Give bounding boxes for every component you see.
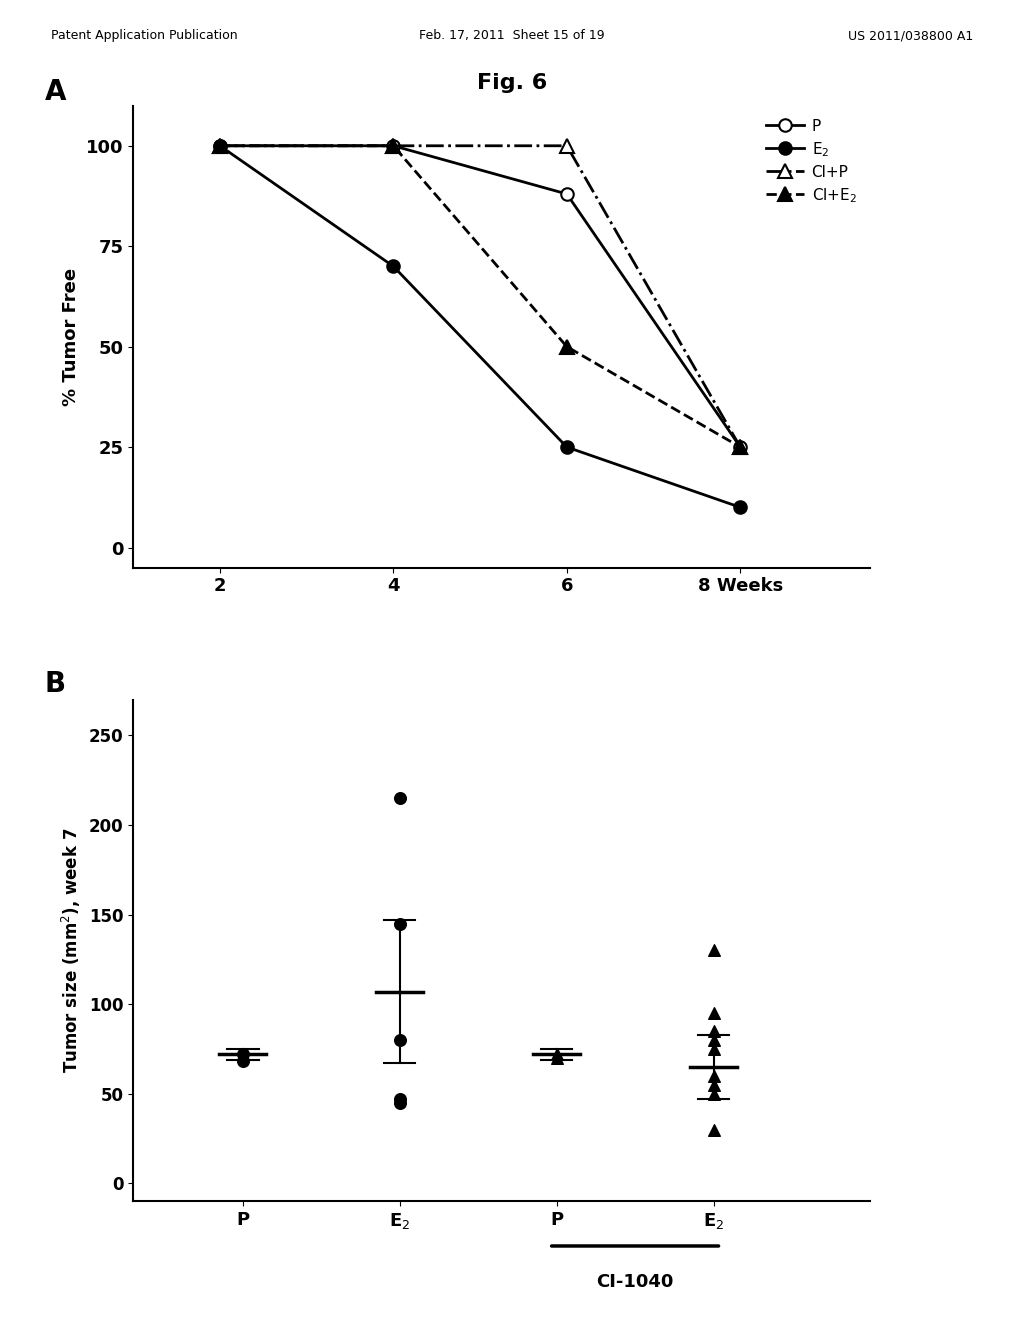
Point bbox=[706, 940, 722, 961]
Point bbox=[706, 1119, 722, 1140]
Point bbox=[706, 1065, 722, 1086]
E$_2$ bbox=[214, 137, 226, 153]
Point bbox=[706, 1074, 722, 1096]
Point bbox=[391, 788, 408, 809]
Point bbox=[549, 1047, 565, 1068]
E$_2$ bbox=[387, 259, 399, 275]
Point bbox=[706, 1003, 722, 1024]
Point bbox=[234, 1044, 251, 1065]
Text: US 2011/038800 A1: US 2011/038800 A1 bbox=[848, 29, 973, 42]
Cl+E$_2$ bbox=[561, 339, 573, 355]
Point bbox=[706, 1030, 722, 1051]
Point bbox=[549, 1044, 565, 1065]
P bbox=[734, 440, 746, 455]
Line: Cl+E$_2$: Cl+E$_2$ bbox=[213, 139, 748, 454]
Point bbox=[706, 1084, 722, 1105]
Point bbox=[391, 1089, 408, 1110]
Cl+P bbox=[214, 137, 226, 153]
Cl+P bbox=[734, 440, 746, 455]
E$_2$ bbox=[561, 440, 573, 455]
Cl+P bbox=[561, 137, 573, 153]
Text: Fig. 6: Fig. 6 bbox=[477, 73, 547, 92]
P bbox=[214, 137, 226, 153]
Text: Feb. 17, 2011  Sheet 15 of 19: Feb. 17, 2011 Sheet 15 of 19 bbox=[419, 29, 605, 42]
P bbox=[387, 137, 399, 153]
Line: P: P bbox=[214, 140, 746, 453]
Text: Patent Application Publication: Patent Application Publication bbox=[51, 29, 238, 42]
Point bbox=[706, 1020, 722, 1041]
Point bbox=[706, 1039, 722, 1060]
Text: CI-1040: CI-1040 bbox=[596, 1272, 674, 1291]
Line: Cl+P: Cl+P bbox=[213, 139, 748, 454]
Text: A: A bbox=[45, 78, 67, 106]
P bbox=[561, 186, 573, 202]
Point bbox=[391, 913, 408, 935]
Legend: P, E$_2$, Cl+P, Cl+E$_2$: P, E$_2$, Cl+P, Cl+E$_2$ bbox=[760, 114, 863, 211]
Point bbox=[234, 1051, 251, 1072]
Y-axis label: Tumor size (mm$^2$), week 7: Tumor size (mm$^2$), week 7 bbox=[60, 828, 83, 1073]
Cl+E$_2$ bbox=[734, 440, 746, 455]
Y-axis label: % Tumor Free: % Tumor Free bbox=[62, 268, 80, 405]
Line: E$_2$: E$_2$ bbox=[214, 140, 746, 513]
Point bbox=[391, 1092, 408, 1113]
E$_2$ bbox=[734, 499, 746, 515]
Cl+P bbox=[387, 137, 399, 153]
Cl+E$_2$ bbox=[214, 137, 226, 153]
Cl+E$_2$ bbox=[387, 137, 399, 153]
Text: B: B bbox=[45, 669, 66, 697]
Point bbox=[391, 1030, 408, 1051]
